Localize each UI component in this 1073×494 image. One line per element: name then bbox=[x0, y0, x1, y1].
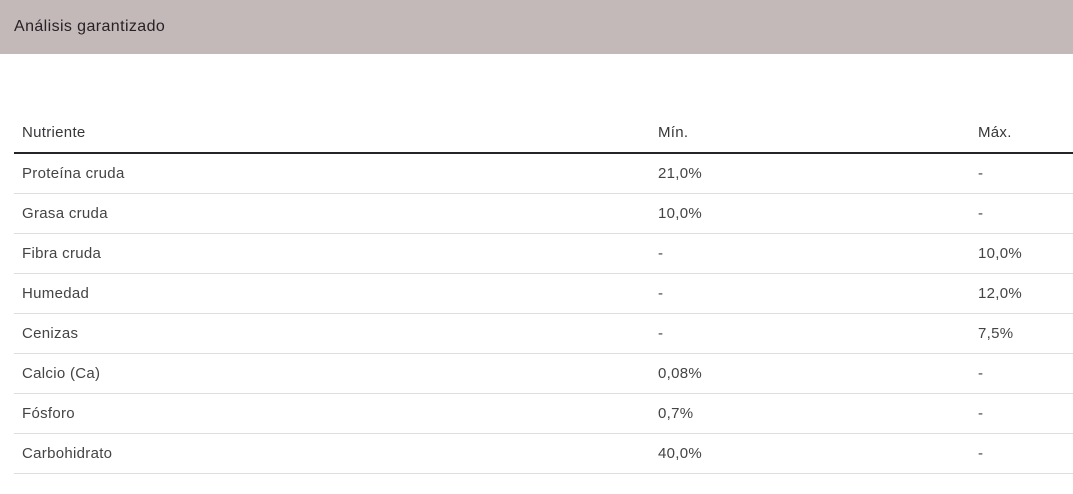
max-value: 10,0% bbox=[978, 233, 1073, 274]
nutrient-name: Calcio (Ca) bbox=[14, 353, 658, 394]
min-value: - bbox=[658, 273, 978, 314]
section-header: Análisis garantizado bbox=[0, 0, 1073, 54]
column-header-nutriente: Nutriente bbox=[14, 113, 658, 154]
max-value: 7,5% bbox=[978, 313, 1073, 354]
max-value: - bbox=[978, 153, 1073, 194]
min-value: 0,08% bbox=[658, 353, 978, 394]
nutrient-name: Humedad bbox=[14, 273, 658, 314]
table-row: Humedad - 12,0% bbox=[14, 273, 1073, 314]
table-header-row: Nutriente Mín. Máx. bbox=[14, 113, 1073, 154]
max-value: - bbox=[978, 393, 1073, 434]
min-value: 21,0% bbox=[658, 153, 978, 194]
table-row: Carbohidrato 40,0% - bbox=[14, 433, 1073, 474]
column-header-min: Mín. bbox=[658, 113, 978, 154]
nutrient-name: Cenizas bbox=[14, 313, 658, 354]
table-row: Proteína cruda 21,0% - bbox=[14, 153, 1073, 194]
nutrient-name: Grasa cruda bbox=[14, 193, 658, 234]
table-row: Cenizas - 7,5% bbox=[14, 313, 1073, 354]
table-row: Fibra cruda - 10,0% bbox=[14, 233, 1073, 274]
nutrient-name: Carbohidrato bbox=[14, 433, 658, 474]
max-value: - bbox=[978, 433, 1073, 474]
min-value: 10,0% bbox=[658, 193, 978, 234]
nutrient-name: Proteína cruda bbox=[14, 153, 658, 194]
min-value: 0,7% bbox=[658, 393, 978, 434]
max-value: 12,0% bbox=[978, 273, 1073, 314]
nutrient-name: Fibra cruda bbox=[14, 233, 658, 274]
table-row: Grasa cruda 10,0% - bbox=[14, 193, 1073, 234]
column-header-max: Máx. bbox=[978, 113, 1073, 154]
max-value: - bbox=[978, 353, 1073, 394]
min-value: 40,0% bbox=[658, 433, 978, 474]
table-row: Fósforo 0,7% - bbox=[14, 393, 1073, 434]
guaranteed-analysis-table: Nutriente Mín. Máx. Proteína cruda 21,0%… bbox=[14, 113, 1073, 474]
section-title: Análisis garantizado bbox=[14, 18, 166, 35]
min-value: - bbox=[658, 233, 978, 274]
nutrient-name: Fósforo bbox=[14, 393, 658, 434]
max-value: - bbox=[978, 193, 1073, 234]
min-value: - bbox=[658, 313, 978, 354]
table-row: Calcio (Ca) 0,08% - bbox=[14, 353, 1073, 394]
